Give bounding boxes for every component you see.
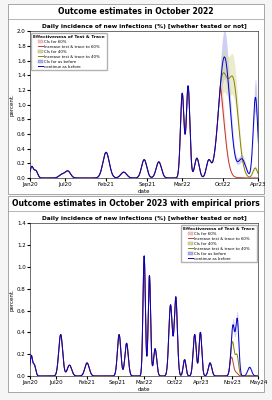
Title: Daily incidence of new infections (%) [whether tested or not]: Daily incidence of new infections (%) [w… [42, 216, 246, 222]
Text: Outcome estimates in October 2022: Outcome estimates in October 2022 [58, 7, 214, 16]
Y-axis label: percent.: percent. [9, 93, 14, 116]
Y-axis label: percent.: percent. [9, 288, 14, 311]
Text: Outcome estimates in October 2023 with empirical priors: Outcome estimates in October 2023 with e… [12, 199, 260, 208]
X-axis label: date: date [138, 188, 150, 194]
X-axis label: date: date [138, 386, 150, 392]
Title: Daily incidence of new infections (%) [whether tested or not]: Daily incidence of new infections (%) [w… [42, 24, 246, 30]
Legend: CIs for 60%, Increase test & trace to 60%, CIs for 40%, Increase test & trace to: CIs for 60%, Increase test & trace to 60… [181, 225, 257, 262]
Legend: CIs for 60%, Increase test & trace to 60%, CIs for 40%, Increase test & trace to: CIs for 60%, Increase test & trace to 60… [32, 33, 107, 70]
